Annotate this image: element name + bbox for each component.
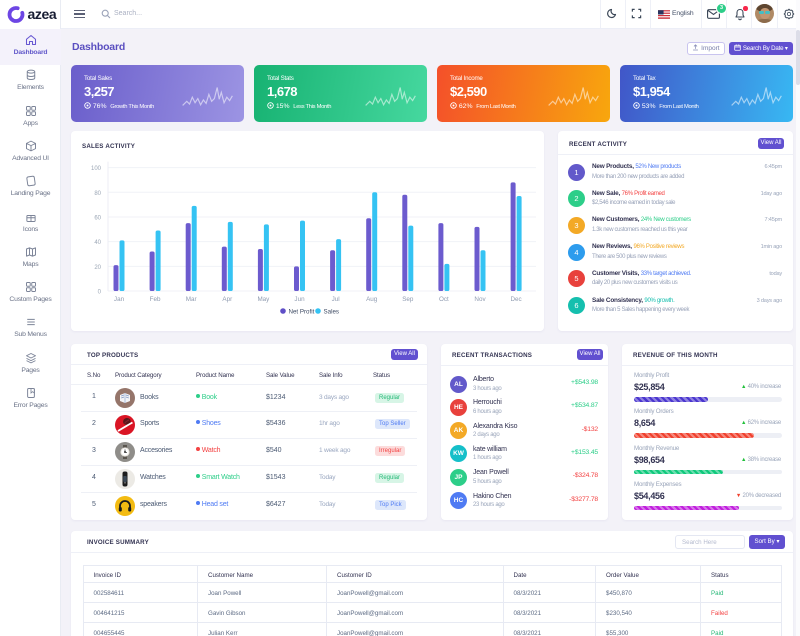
svg-text:Dec: Dec [510,296,521,303]
svg-text:Jan: Jan [114,296,125,303]
svg-text:azea: azea [28,6,57,22]
svg-text:Sales: Sales [324,308,339,315]
svg-text:Jul: Jul [332,296,340,303]
svg-text:80: 80 [94,191,101,197]
svg-text:20: 20 [94,265,101,271]
svg-text:Sep: Sep [402,296,414,303]
svg-text:Aug: Aug [366,296,378,303]
svg-text:Nov: Nov [474,296,486,303]
svg-text:Mar: Mar [186,296,197,303]
svg-text:Net Profit: Net Profit [289,308,315,315]
svg-text:100: 100 [91,166,102,172]
svg-text:60: 60 [94,215,101,221]
svg-text:0: 0 [98,290,102,296]
svg-text:Jun: Jun [294,296,305,303]
svg-text:Feb: Feb [150,296,161,303]
svg-text:May: May [257,296,270,303]
svg-text:40: 40 [94,240,101,246]
svg-text:Apr: Apr [222,296,232,303]
svg-text:Oct: Oct [439,296,449,303]
